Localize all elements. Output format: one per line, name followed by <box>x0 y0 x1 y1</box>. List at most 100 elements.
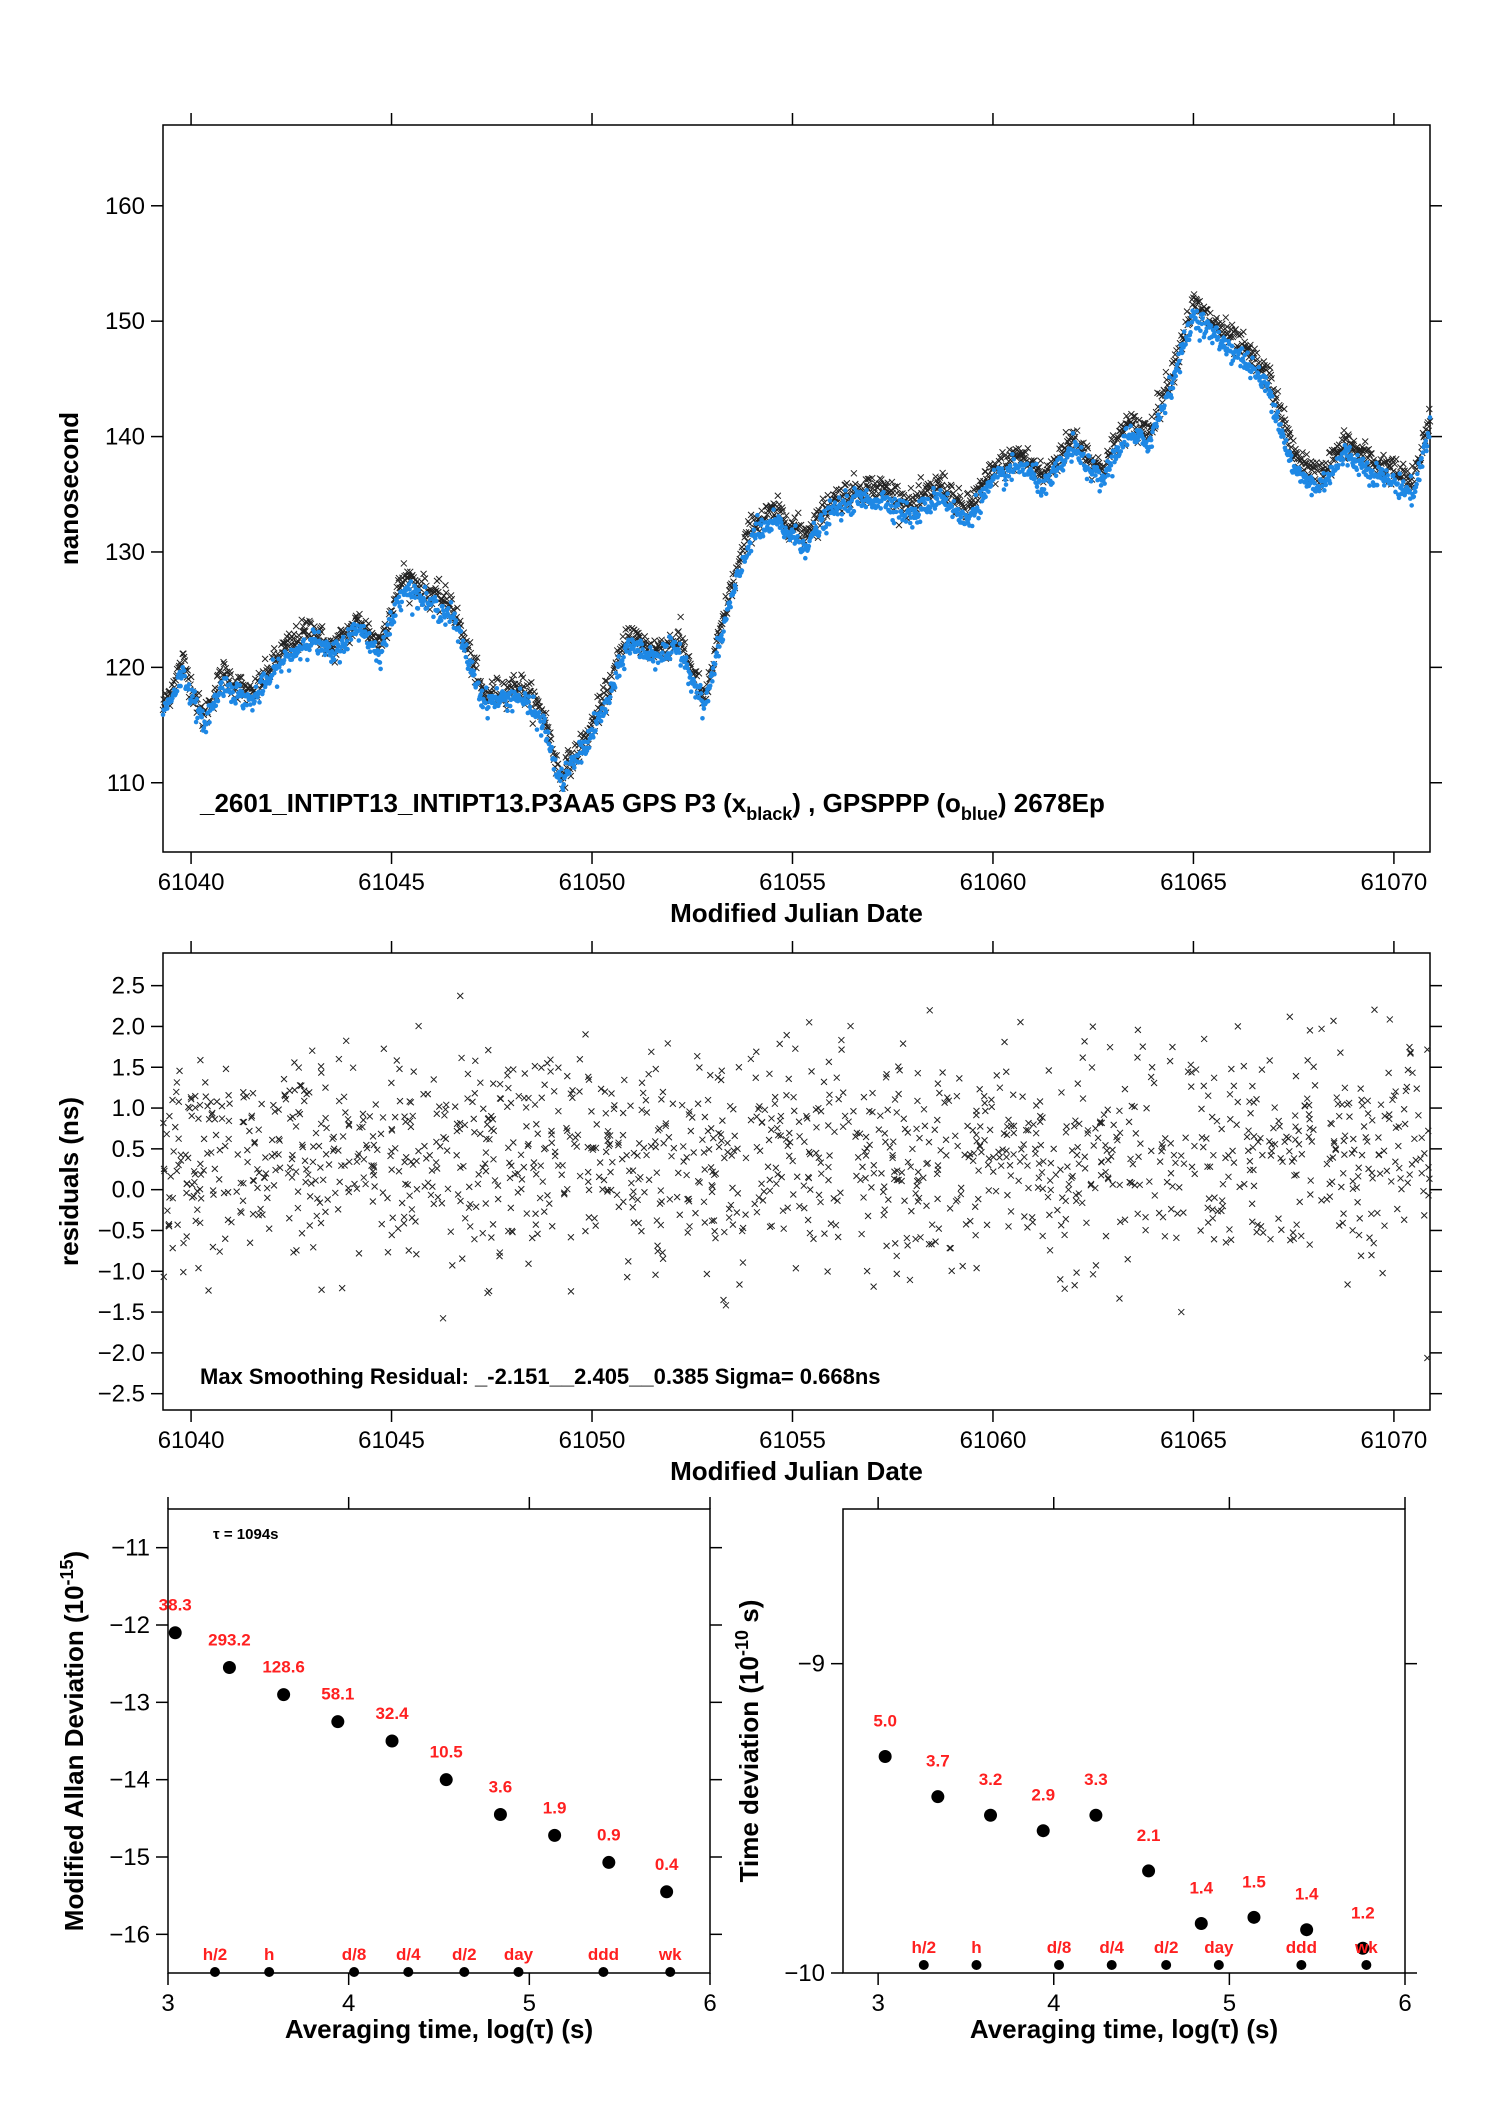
gps-p3-point <box>261 655 269 663</box>
residual-point <box>783 1031 791 1039</box>
gpsppp-point <box>420 602 426 607</box>
residual-point <box>619 1131 627 1139</box>
residual-point <box>1218 1207 1225 1215</box>
title-subscript: black <box>746 804 793 824</box>
residual-point <box>1346 1113 1353 1121</box>
gpsppp-point <box>1107 467 1112 472</box>
residual-point <box>718 1137 725 1144</box>
gps-p3-point <box>1130 413 1137 420</box>
gps-p3-point <box>1380 459 1388 466</box>
residual-point <box>349 1064 357 1072</box>
gpsppp-point <box>462 648 467 653</box>
residual-point <box>1124 1255 1132 1263</box>
residual-point <box>771 1093 779 1101</box>
gps-p3-point <box>577 730 584 738</box>
gpsppp-point <box>916 512 921 518</box>
residual-point <box>292 1168 300 1176</box>
residual-point <box>1291 1112 1299 1119</box>
gpsppp-point <box>505 708 510 714</box>
gps-p3-point <box>1018 451 1025 459</box>
gpsppp-point <box>432 594 438 600</box>
residual-point <box>933 1116 941 1124</box>
residual-point <box>653 1217 661 1224</box>
residual-point <box>1204 1204 1212 1212</box>
residual-point <box>536 1194 544 1202</box>
gps-p3-point <box>1380 451 1387 459</box>
gpsppp-point <box>1284 437 1289 443</box>
gps-p3-point <box>220 658 227 666</box>
residual-point <box>1250 1182 1258 1190</box>
gps-p3-point <box>246 682 254 689</box>
gps-p3-point <box>1217 324 1225 331</box>
gps-p3-point <box>406 568 414 576</box>
chart-title: _2601_INTIPT13_INTIPT13.P3AA5 GPS P3 (xb… <box>199 788 1105 824</box>
residual-point <box>790 1107 798 1115</box>
residual-point <box>1121 1085 1129 1093</box>
gpsppp-point <box>557 778 563 784</box>
residual-point <box>976 1085 984 1093</box>
residual-point <box>694 1100 702 1108</box>
gpsppp-point <box>431 614 436 620</box>
gpsppp-point <box>1010 451 1015 457</box>
residual-point <box>1167 1169 1175 1177</box>
gpsppp-point <box>367 630 372 636</box>
residual-point <box>936 1089 943 1097</box>
gps-p3-point <box>237 674 245 681</box>
gps-p3-point <box>1228 321 1236 329</box>
x-tick-label: 61065 <box>1160 1427 1227 1454</box>
residual-point <box>1199 1143 1207 1151</box>
residual-point <box>939 1069 946 1076</box>
residual-point <box>914 1168 922 1176</box>
gpsppp-point <box>1197 338 1203 343</box>
gps-p3-point <box>214 671 222 679</box>
residual-point <box>396 1097 404 1105</box>
residual-point <box>951 1132 959 1140</box>
gpsppp-point <box>1345 463 1350 468</box>
residual-point <box>997 1162 1005 1170</box>
residual-point <box>793 1173 801 1181</box>
residual-point <box>1001 1038 1008 1046</box>
residual-point <box>371 1183 378 1190</box>
residual-point <box>412 1250 420 1258</box>
residual-point <box>813 1123 820 1131</box>
residual-point <box>920 1105 928 1113</box>
residual-point <box>263 1184 271 1192</box>
residual-point <box>870 1169 878 1177</box>
residual-point <box>635 1139 643 1147</box>
residual-point <box>1205 1195 1213 1203</box>
residual-point <box>422 1154 430 1162</box>
gpsppp-point <box>1369 468 1375 474</box>
residual-point <box>1386 1016 1394 1023</box>
residual-point <box>288 1155 296 1163</box>
gpsppp-point <box>650 659 656 664</box>
gpsppp-point <box>526 694 532 699</box>
residual-point <box>1350 1146 1358 1154</box>
gpsppp-point <box>298 656 303 662</box>
residual-point <box>408 1206 416 1213</box>
gpsppp-point <box>458 628 464 634</box>
residual-point <box>717 1076 725 1084</box>
gps-p3-point <box>1274 387 1282 395</box>
gpsppp-point <box>1011 456 1017 462</box>
residual-point <box>1100 1111 1108 1119</box>
residual-point <box>618 1155 626 1163</box>
y-tick-label: 1.0 <box>112 1095 145 1122</box>
residual-point <box>1030 1121 1037 1128</box>
residual-point <box>472 1203 480 1211</box>
residual-point <box>969 1157 977 1165</box>
residual-point <box>1407 1049 1414 1056</box>
gpsppp-point <box>1020 467 1026 472</box>
gps-p3-point <box>554 760 562 768</box>
residual-point <box>1134 1054 1141 1061</box>
residual-point <box>315 1142 323 1150</box>
residual-point <box>821 1230 828 1237</box>
residual-point <box>725 1214 733 1221</box>
residual-point <box>400 1219 408 1227</box>
gpsppp-point <box>907 511 912 516</box>
x-axis-label: Modified Julian Date <box>670 1456 923 1486</box>
gpsppp-point <box>1341 457 1346 462</box>
residual-point <box>591 1214 598 1222</box>
residual-point <box>1052 1171 1060 1179</box>
gpsppp-point <box>422 584 428 590</box>
gpsppp-point <box>1239 346 1245 351</box>
